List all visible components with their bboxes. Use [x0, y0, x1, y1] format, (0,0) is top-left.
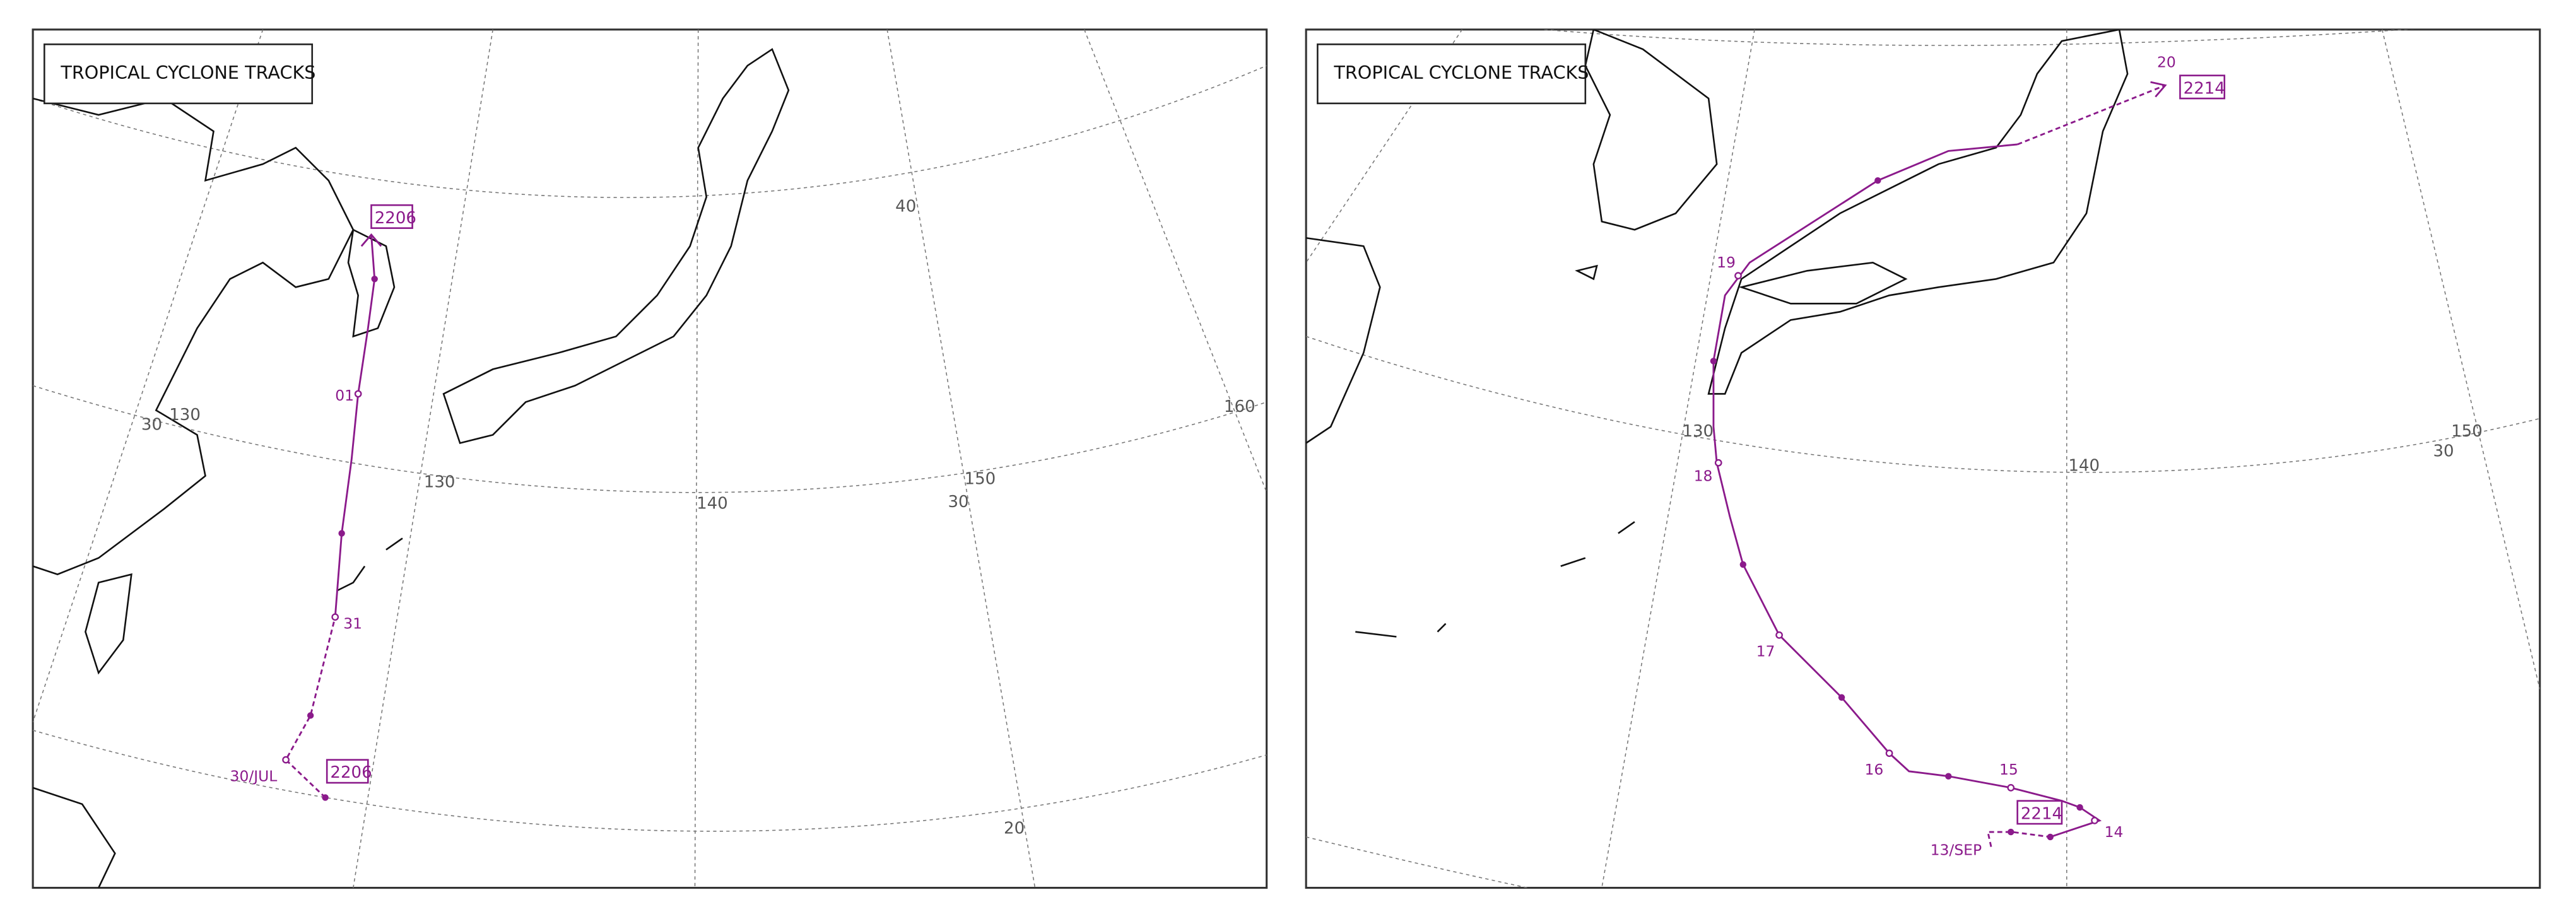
- longitude-line: [886, 29, 1036, 888]
- coastline: [85, 573, 132, 675]
- longitude-line: [2381, 29, 2540, 689]
- position-dot: [1874, 177, 1881, 184]
- grid-label: 130: [1682, 422, 1714, 441]
- latitude-line: [1544, 29, 2413, 46]
- coastline: [1738, 261, 1908, 305]
- track-label: 2214: [2184, 79, 2225, 98]
- grid-label: 140: [2068, 457, 2100, 476]
- position-dot: [322, 794, 329, 801]
- coastline: [347, 228, 396, 338]
- position-dot: [2047, 833, 2054, 841]
- track-dashed: [285, 616, 336, 799]
- latitude-line: [33, 730, 1267, 832]
- track-label: 18: [1694, 467, 1713, 484]
- number-box: [370, 204, 413, 229]
- grid-label: 150: [2451, 422, 2483, 441]
- track-arrow: [360, 233, 382, 247]
- grid-label: 140: [697, 495, 728, 513]
- longitude-line: [1601, 29, 1755, 888]
- track-label: 01: [335, 387, 354, 404]
- track-label: 13/SEP: [1931, 841, 1982, 859]
- grid-label: 30: [141, 416, 162, 435]
- position-dot: [371, 276, 378, 283]
- latitude-line: [33, 385, 1267, 493]
- panel-title: TROPICAL CYCLONE TRACKS: [1333, 62, 1589, 83]
- number-box: [326, 759, 369, 784]
- panel-frame: [32, 28, 1268, 889]
- coastline: [1707, 29, 2129, 395]
- grid-label: 20: [1004, 819, 1025, 838]
- track-label: 15: [1999, 761, 2018, 778]
- island-chain: [1355, 264, 1635, 638]
- position-dot: [1885, 749, 1893, 758]
- track-solid: [1712, 143, 2102, 838]
- map-panel: TROPICAL CYCLONE TRACKS 20 2214 19 18 17…: [1305, 28, 2541, 889]
- position-dot: [354, 390, 362, 398]
- grid-label: 130: [424, 473, 456, 492]
- track-label: 19: [1717, 254, 1736, 271]
- grid-label: 40: [895, 197, 916, 216]
- island-chain: [336, 537, 403, 592]
- grid-label: 150: [965, 470, 996, 489]
- position-dot: [1775, 631, 1783, 639]
- longitude-line: [694, 29, 699, 888]
- track-label: 17: [1756, 643, 1775, 660]
- position-dot: [331, 613, 339, 621]
- latitude-line: [33, 65, 1267, 198]
- position-dot: [2008, 828, 2014, 836]
- coastline: [1306, 237, 1381, 444]
- number-box: [2179, 74, 2226, 100]
- number-box: [2016, 800, 2063, 825]
- track-arrow: [2150, 81, 2167, 98]
- longitude-line: [1083, 29, 1267, 493]
- track-label: 2206: [375, 209, 416, 228]
- position-dot: [1714, 459, 1722, 467]
- position-dot: [2091, 817, 2098, 824]
- track-dashed: [1986, 831, 2050, 847]
- coastline: [442, 48, 790, 445]
- position-dot: [1739, 561, 1747, 568]
- coastline: [33, 787, 116, 888]
- track-label: 30/JUL: [230, 767, 278, 785]
- grid-label: 30: [948, 493, 968, 512]
- track-label: 20: [2157, 54, 2176, 71]
- track-label: 31: [343, 614, 362, 632]
- longitude-line: [353, 29, 493, 888]
- grid-label: 30: [2433, 442, 2454, 460]
- position-dot: [282, 756, 290, 764]
- grid-label: 160: [1224, 397, 1256, 416]
- position-dot: [307, 712, 314, 719]
- track-dashed: [2017, 84, 2166, 146]
- position-dot: [1838, 694, 1845, 701]
- map-panel: TROPICAL CYCLONE TRACKS 2206 01 31 30/JU…: [32, 28, 1268, 889]
- coastline: [1584, 29, 1718, 231]
- track-label: 2206: [330, 763, 372, 782]
- track-label: 16: [1864, 761, 1883, 778]
- position-dot: [1734, 272, 1742, 279]
- map-layer: [33, 29, 1267, 888]
- panel-title: TROPICAL CYCLONE TRACKS: [60, 62, 315, 83]
- title-box: [1317, 43, 1587, 105]
- panel-frame: [1305, 28, 2541, 889]
- track-label: 14: [2105, 823, 2124, 841]
- position-dot: [1945, 773, 1952, 780]
- position-dot: [1710, 358, 1717, 365]
- position-dot: [2076, 804, 2083, 811]
- position-dot: [2007, 784, 2015, 792]
- title-box: [44, 43, 314, 105]
- grid-label: 130: [169, 406, 201, 424]
- position-dot: [338, 530, 345, 537]
- track-label: 2214: [2021, 804, 2062, 823]
- coastline: [33, 97, 355, 576]
